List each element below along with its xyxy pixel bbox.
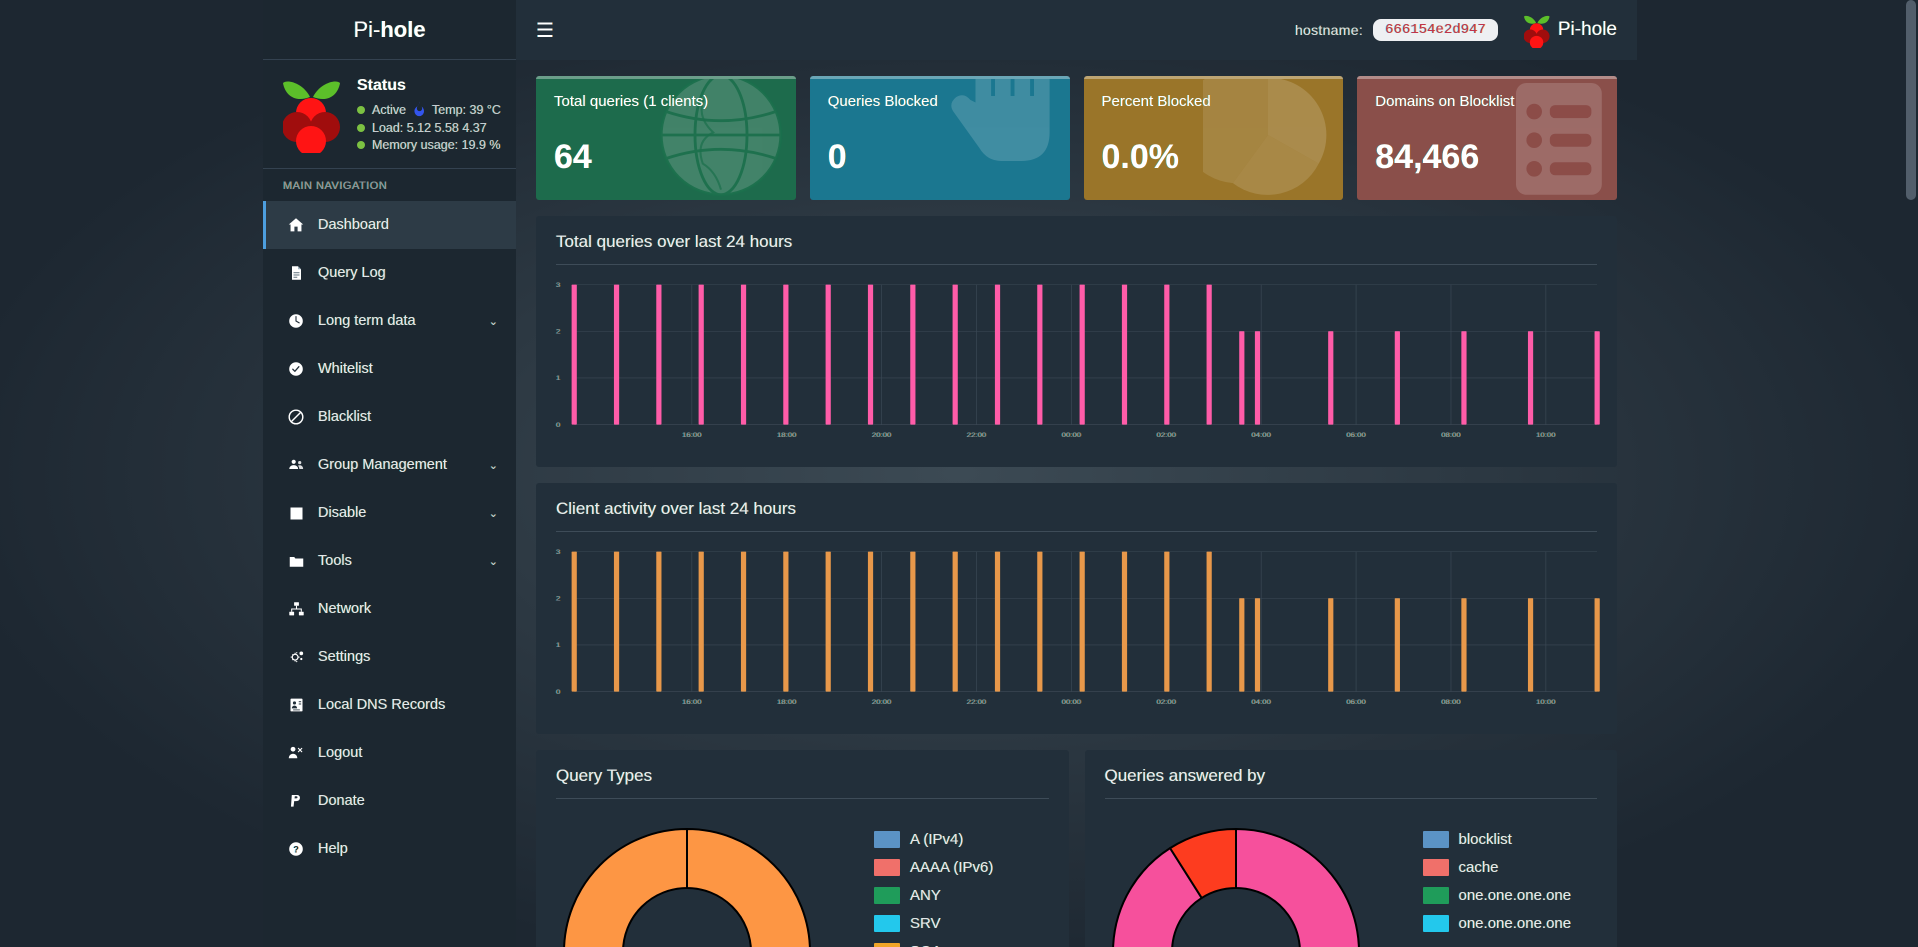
svg-text:22:00: 22:00 [967,697,986,705]
svg-text:0: 0 [556,420,560,428]
svg-text:2: 2 [556,327,560,335]
svg-text:20:00: 20:00 [872,430,891,438]
svg-text:10:00: 10:00 [1536,430,1555,438]
svg-text:?: ? [293,844,298,854]
svg-text:02:00: 02:00 [1157,697,1176,705]
svg-text:00:00: 00:00 [1062,697,1081,705]
svg-text:10:00: 10:00 [1536,697,1555,705]
svg-text:18:00: 18:00 [777,430,796,438]
svg-text:06:00: 06:00 [1346,697,1365,705]
svg-text:08:00: 08:00 [1441,697,1460,705]
svg-text:3: 3 [556,547,560,555]
svg-text:22:00: 22:00 [967,430,986,438]
svg-text:04:00: 04:00 [1251,430,1270,438]
svg-text:16:00: 16:00 [682,697,701,705]
svg-text:00:00: 00:00 [1062,430,1081,438]
svg-text:1: 1 [556,641,560,649]
svg-text:08:00: 08:00 [1441,430,1460,438]
svg-text:2: 2 [556,594,560,602]
svg-text:18:00: 18:00 [777,697,796,705]
svg-text:02:00: 02:00 [1157,430,1176,438]
svg-text:16:00: 16:00 [682,430,701,438]
svg-text:0: 0 [556,687,560,695]
svg-text:1: 1 [556,374,560,382]
svg-text:20:00: 20:00 [872,697,891,705]
svg-text:04:00: 04:00 [1251,697,1270,705]
svg-text:3: 3 [556,280,560,288]
svg-text:06:00: 06:00 [1346,430,1365,438]
